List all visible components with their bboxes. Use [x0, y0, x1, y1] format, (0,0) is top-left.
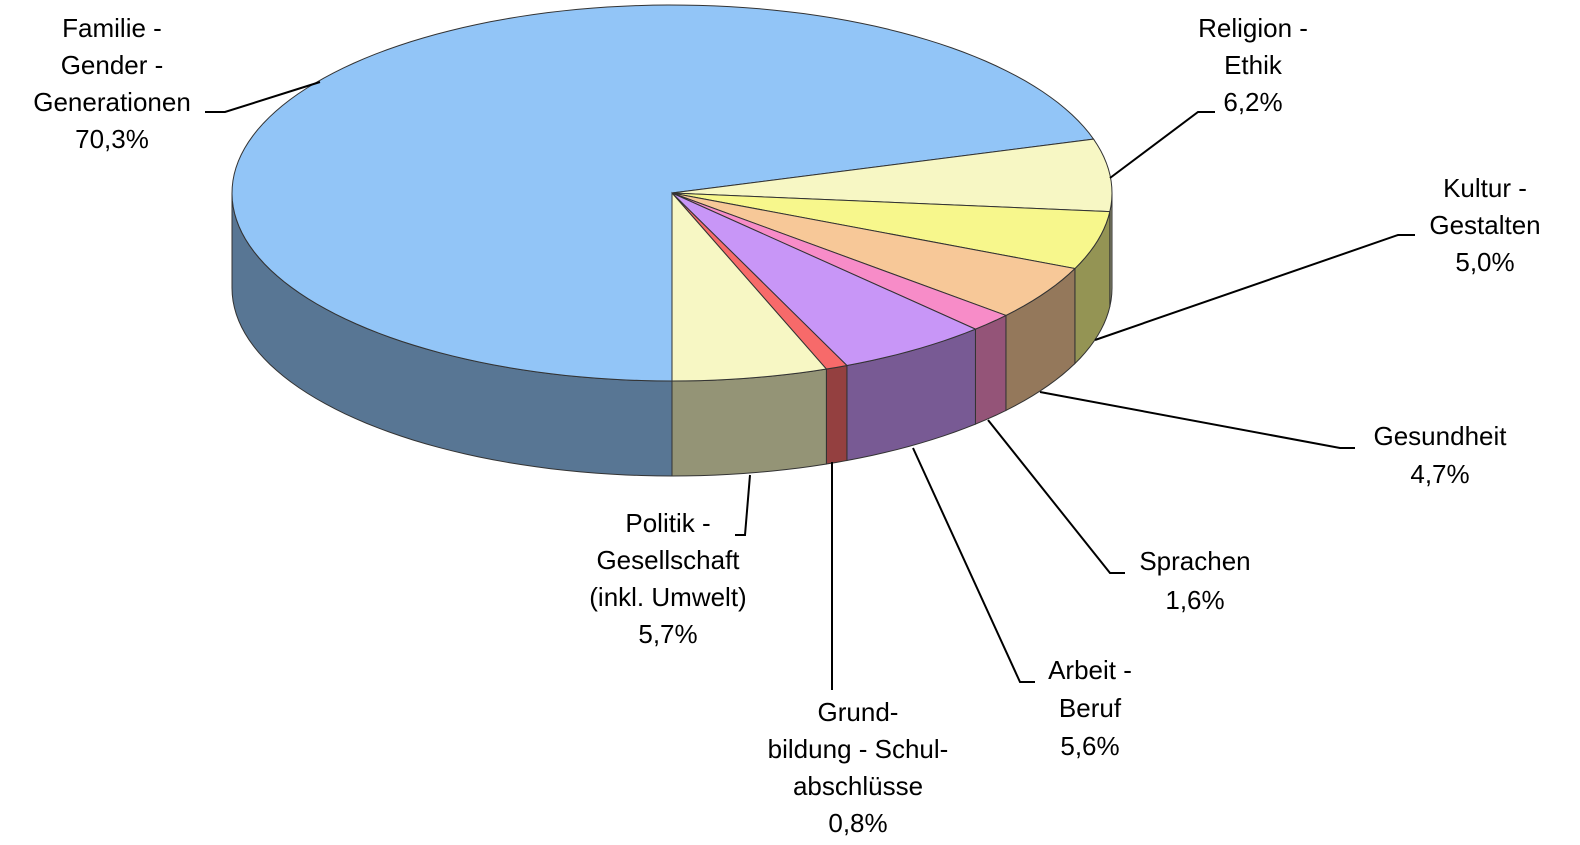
leader-line — [205, 81, 321, 113]
label-line: Grund- — [818, 697, 899, 727]
value-label: 70,3% — [75, 124, 149, 154]
label-line: Ethik — [1224, 50, 1283, 80]
pie-slice — [671, 192, 977, 367]
label-line: Gender - — [61, 50, 164, 80]
pie-wall — [974, 314, 1007, 425]
slice-label: Sprachen — [1139, 546, 1250, 576]
slice-label: Kultur - Gestalten — [1429, 173, 1540, 240]
leader-line — [912, 447, 1035, 683]
pie-slice — [671, 192, 1076, 316]
slice-label: Religion - Ethik — [1198, 13, 1308, 80]
value-label: 4,7% — [1410, 459, 1469, 489]
pie-walls — [231, 192, 1113, 477]
pie-wall — [671, 368, 827, 477]
leader-line — [1094, 234, 1415, 341]
label-line: bildung - Schul- — [768, 734, 949, 764]
pie-tops — [231, 4, 1113, 382]
slice-label: Grund-bildung - Schul-abschlüsse — [768, 697, 949, 801]
value-label: 1,6% — [1165, 585, 1224, 615]
value-label: 5,6% — [1060, 731, 1119, 761]
label-line: Gesellschaft — [596, 545, 740, 575]
leader-line — [1109, 111, 1215, 179]
label-line: (inkl. Umwelt) — [589, 582, 746, 612]
pie-slice — [671, 192, 1111, 270]
value-label: 5,7% — [638, 619, 697, 649]
label-line: Generationen — [33, 87, 191, 117]
leader-line — [735, 474, 751, 536]
value-label: 6,2% — [1223, 87, 1282, 117]
label-line: Beruf — [1059, 693, 1122, 723]
label-line: Sprachen — [1139, 546, 1250, 576]
leader-line — [1039, 391, 1355, 449]
label-line: Gesundheit — [1374, 421, 1508, 451]
slice-label: Gesundheit — [1374, 421, 1508, 451]
pie-slice — [671, 191, 828, 382]
label-line: Arbeit - — [1048, 655, 1132, 685]
pie-slice — [231, 4, 1095, 382]
pie-wall — [825, 364, 848, 465]
leader-line — [987, 419, 1125, 574]
label-line: Politik - — [625, 508, 710, 538]
value-label: 0,8% — [828, 808, 887, 838]
value-label: 5,0% — [1455, 247, 1514, 277]
slice-label: Familie - Gender - Generationen — [33, 13, 191, 117]
label-line: Kultur - — [1443, 173, 1527, 203]
label-line: Religion - — [1198, 13, 1308, 43]
pie-slice — [671, 138, 1113, 213]
label-line: Gestalten — [1429, 210, 1540, 240]
label-line: Familie - — [62, 13, 162, 43]
label-line: abschlüsse — [793, 771, 923, 801]
slice-label: Arbeit - Beruf — [1048, 655, 1132, 723]
slice-label: Politik - Gesellschaft (inkl. Umwelt) — [589, 508, 746, 612]
